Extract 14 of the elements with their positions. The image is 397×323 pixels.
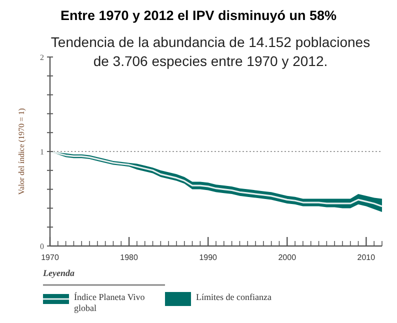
chart-title: Entre 1970 y 2012 el IPV disminuyó un 58% xyxy=(60,8,337,23)
chart-subtitle: Tendencia de la abundancia de 14.152 poblaciones de 3.706 especies entre 1970 y 2012. xyxy=(50,34,370,69)
y-tick-label: 1 xyxy=(40,148,44,156)
y-tick-label: 2 xyxy=(40,53,44,62)
x-tick-label: 1990 xyxy=(199,253,218,262)
x-tick-label: 2010 xyxy=(357,253,376,262)
text: Límites de confianza xyxy=(196,292,272,302)
y-tick-label: 0 xyxy=(40,242,44,251)
x-tick-label: 1970 xyxy=(41,253,60,262)
y-axis-title: Valor del índice (1970 = 1) xyxy=(17,108,26,195)
x-tick-label: 1980 xyxy=(120,253,138,262)
legend-label: Índice Planeta Vivo global xyxy=(74,292,146,313)
x-tick-label: 2000 xyxy=(278,253,297,262)
legend-title: Leyenda xyxy=(42,268,75,278)
